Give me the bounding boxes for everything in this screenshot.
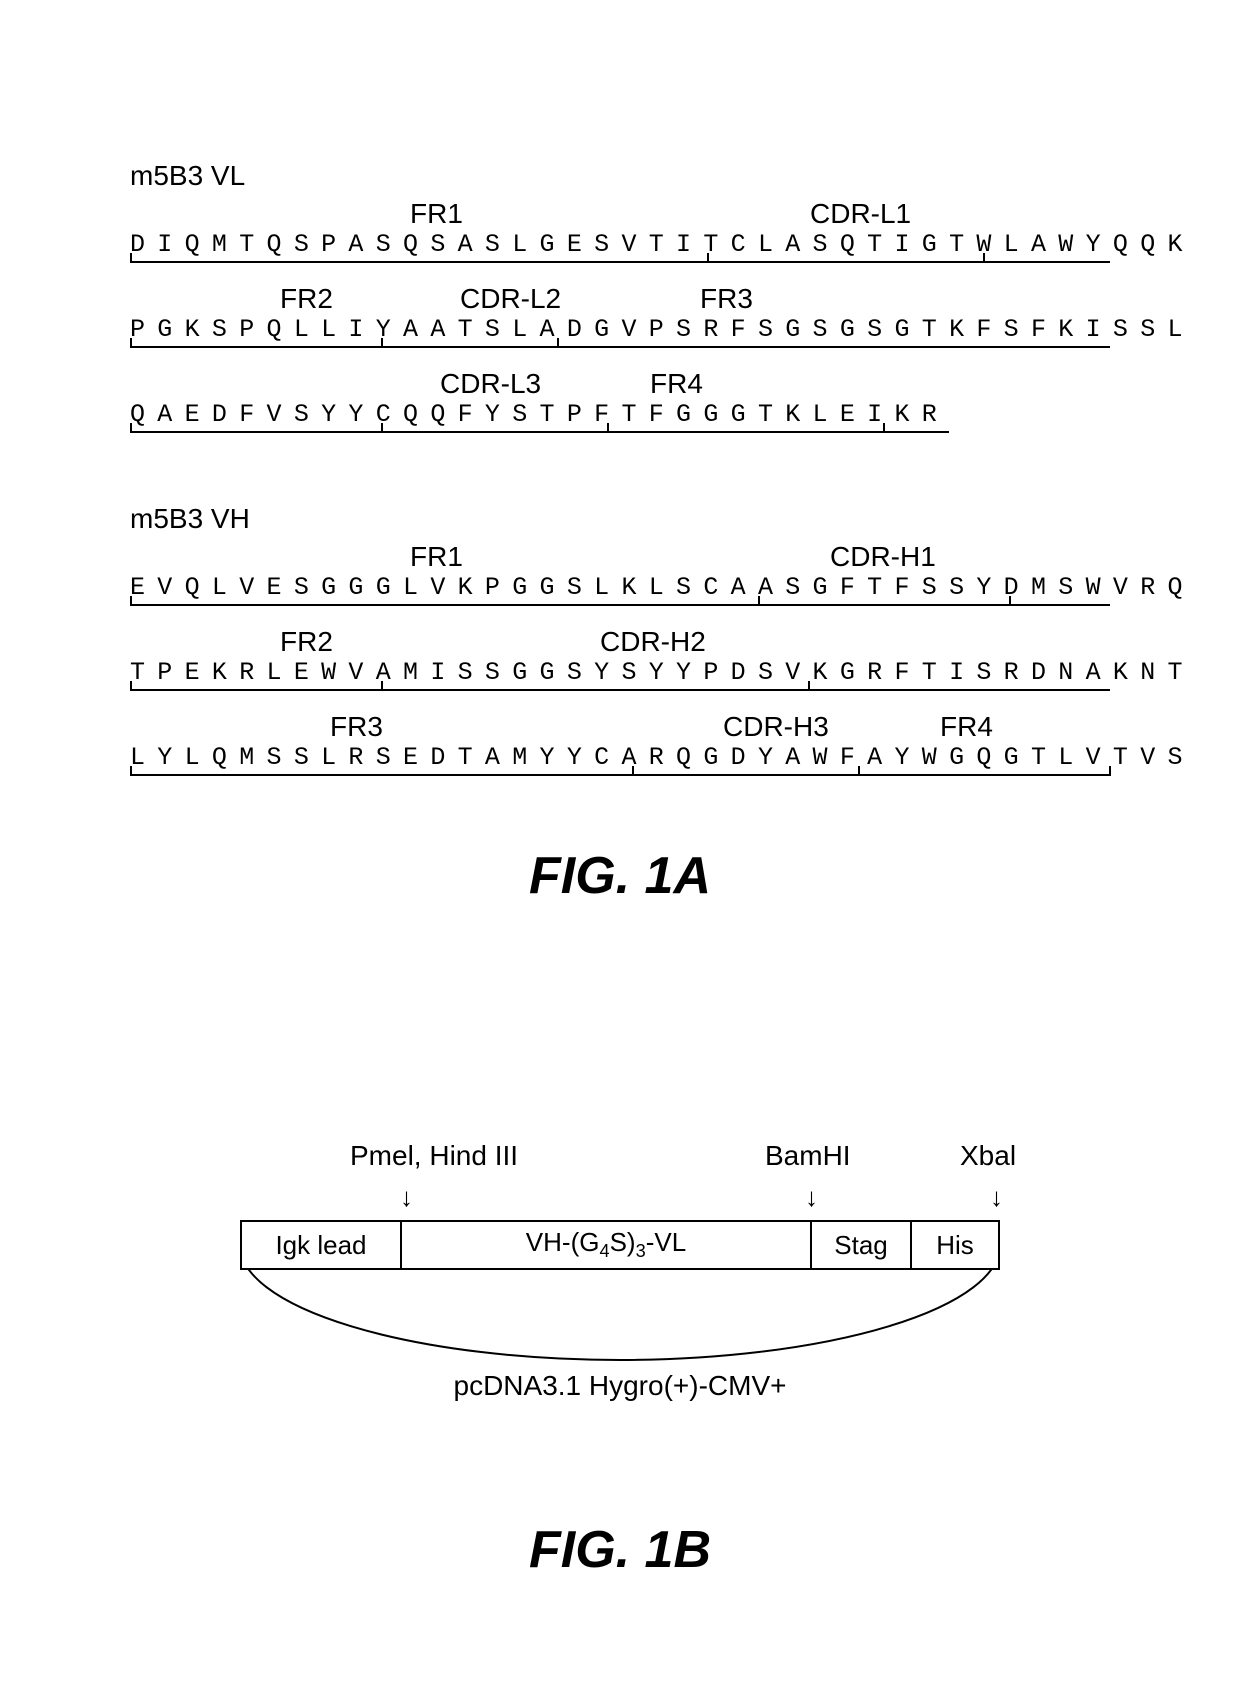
tick-mark xyxy=(707,253,709,263)
region-label: FR3 xyxy=(330,711,383,743)
tick-mark xyxy=(983,253,985,263)
vl-row-1: FR1 CDR-L1 DIQMTQSPASQSASLGESVTITCLASQTI… xyxy=(130,198,1110,263)
tick-mark xyxy=(557,338,559,348)
sequence-line: PGKSPQLLIYAATSLADGVPSRFSGSGSGTKFSFKISSL xyxy=(130,315,1110,348)
tick-mark xyxy=(1109,766,1111,776)
sequence-line: DIQMTQSPASQSASLGESVTITCLASQTIGTWLAWYQQK xyxy=(130,230,1110,263)
plasmid-ellipse-icon xyxy=(240,1245,1000,1475)
vl-row-2: FR2 CDR-L2 FR3 PGKSPQLLIYAATSLADGVPSRFSG… xyxy=(130,283,1110,348)
region-label: FR1 xyxy=(410,198,463,230)
construct-segment: Stag xyxy=(812,1222,912,1268)
vl-row-3: CDR-L3 FR4 QAEDFVSYYCQQFYSTPFTFGGGTKLEIK… xyxy=(130,368,1110,433)
segment-label: Igk lead xyxy=(275,1230,366,1261)
segment-label: VH-(G4S)3-VL xyxy=(526,1227,686,1262)
tick-mark xyxy=(883,423,885,433)
construct-bar: Igk lead VH-(G4S)3-VL Stag His xyxy=(240,1220,1000,1270)
tick-mark xyxy=(130,766,132,776)
vh-row-3-labels: FR3 CDR-H3 FR4 xyxy=(130,711,1110,743)
tick-mark xyxy=(130,681,132,691)
site-label: Pmel, Hind III xyxy=(350,1140,518,1172)
construct-segment: VH-(G4S)3-VL xyxy=(402,1222,812,1268)
region-label: FR4 xyxy=(650,368,703,400)
vl-row-1-labels: FR1 CDR-L1 xyxy=(130,198,1110,230)
vh-row-1-labels: FR1 CDR-H1 xyxy=(130,541,1110,573)
tick-mark xyxy=(632,766,634,776)
region-label: FR2 xyxy=(280,283,333,315)
region-label: FR1 xyxy=(410,541,463,573)
tick-mark xyxy=(381,681,383,691)
region-label: FR2 xyxy=(280,626,333,658)
sequence-line: LYLQMSSLRSEDTAMYYCARQGDYAWFAYWGQGTLVTVS xyxy=(130,743,1110,776)
region-label: CDR-H1 xyxy=(830,541,936,573)
region-label: CDR-L3 xyxy=(440,368,541,400)
sequence-line: EVQLVESGGGLVKPGGSLKLSCAASGFTFSSYDMSWVRQ xyxy=(130,573,1110,606)
figure-1b-caption: FIG. 1B xyxy=(160,1520,1080,1580)
tick-mark xyxy=(1009,596,1011,606)
vl-row-3-labels: CDR-L3 FR4 xyxy=(130,368,1110,400)
sequence-line: TPEKRLEWVAMISSGGSYSYYPDSVKGRFTISRDNAKNT xyxy=(130,658,1110,691)
sequence-line: QAEDFVSYYCQQFYSTPFTFGGGTKLEIKR xyxy=(130,400,949,433)
vl-row-2-labels: FR2 CDR-L2 FR3 xyxy=(130,283,1110,315)
vh-row-1: FR1 CDR-H1 EVQLVESGGGLVKPGGSLKLSCAASGFTF… xyxy=(130,541,1110,606)
segment-label: Stag xyxy=(834,1230,888,1261)
tick-mark xyxy=(381,423,383,433)
tick-mark xyxy=(381,338,383,348)
vh-row-3: FR3 CDR-H3 FR4 LYLQMSSLRSEDTAMYYCARQGDYA… xyxy=(130,711,1110,776)
figure-1b: Pmel, Hind III BamHI Xbal ↓ ↓ ↓ Igk lead… xyxy=(160,1140,1080,1580)
vh-row-2: FR2 CDR-H2 TPEKRLEWVAMISSGGSYSYYPDSVKGRF… xyxy=(130,626,1110,691)
tick-mark xyxy=(130,596,132,606)
site-label: BamHI xyxy=(765,1140,851,1172)
figure-1a-caption: FIG. 1A xyxy=(130,846,1110,906)
figure-1a: m5B3 VL FR1 CDR-L1 DIQMTQSPASQSASLGESVTI… xyxy=(130,160,1110,906)
down-arrow-icon: ↓ xyxy=(805,1184,818,1210)
site-label: Xbal xyxy=(960,1140,1016,1172)
region-label: FR3 xyxy=(700,283,753,315)
region-label: CDR-H3 xyxy=(723,711,829,743)
tick-mark xyxy=(130,253,132,263)
vl-title: m5B3 VL xyxy=(130,160,1110,192)
vl-block: m5B3 VL FR1 CDR-L1 DIQMTQSPASQSASLGESVTI… xyxy=(130,160,1110,433)
vh-row-2-labels: FR2 CDR-H2 xyxy=(130,626,1110,658)
construct-segment: Igk lead xyxy=(242,1222,402,1268)
region-label: FR4 xyxy=(940,711,993,743)
region-label: CDR-L1 xyxy=(810,198,911,230)
segment-label: His xyxy=(936,1230,974,1261)
vh-block: m5B3 VH FR1 CDR-H1 EVQLVESGGGLVKPGGSLKLS… xyxy=(130,503,1110,776)
vh-title: m5B3 VH xyxy=(130,503,1110,535)
restriction-site-labels: Pmel, Hind III BamHI Xbal xyxy=(160,1140,1080,1180)
region-label: CDR-H2 xyxy=(600,626,706,658)
tick-mark xyxy=(808,681,810,691)
region-label: CDR-L2 xyxy=(460,283,561,315)
tick-mark xyxy=(758,596,760,606)
down-arrow-icon: ↓ xyxy=(400,1184,413,1210)
tick-mark xyxy=(130,338,132,348)
tick-mark xyxy=(607,423,609,433)
tick-mark xyxy=(130,423,132,433)
tick-mark xyxy=(858,766,860,776)
down-arrow-icon: ↓ xyxy=(990,1184,1003,1210)
plasmid-name: pcDNA3.1 Hygro(+)-CMV+ xyxy=(160,1370,1080,1402)
construct-segment: His xyxy=(912,1222,998,1268)
plasmid-diagram: Pmel, Hind III BamHI Xbal ↓ ↓ ↓ Igk lead… xyxy=(160,1140,1080,1520)
